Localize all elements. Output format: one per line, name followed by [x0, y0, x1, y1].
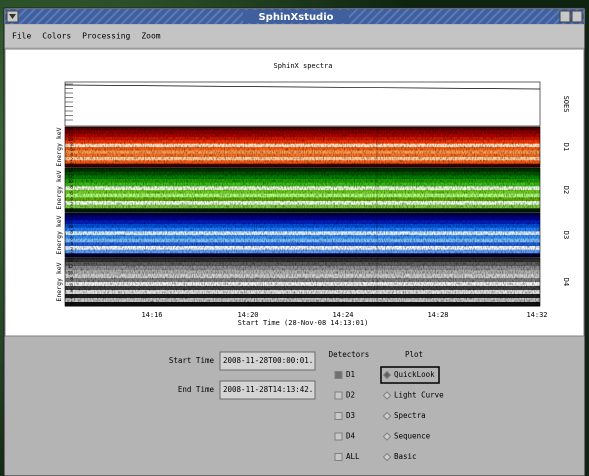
- checkbox[interactable]: [335, 433, 342, 440]
- minimize-button[interactable]: [560, 11, 570, 22]
- y-tick-label: 14: [68, 258, 74, 264]
- y-tick-label: 8: [70, 185, 73, 191]
- radio-label: Light Curve: [394, 391, 444, 400]
- spectrogram-noise: [65, 213, 540, 257]
- y-tick-label: 10: [68, 270, 74, 276]
- checkbox-label: ALL: [346, 452, 360, 461]
- y-tick-label: 6: [70, 190, 73, 196]
- plot-title: SphinX spectra: [273, 62, 332, 70]
- field-label: Start Time: [169, 356, 215, 365]
- checkbox[interactable]: [335, 392, 342, 399]
- menu-item[interactable]: Zoom: [141, 32, 160, 41]
- y-tick-label: 10: [68, 224, 74, 230]
- group-title: Detectors: [329, 350, 370, 359]
- checkbox-label: D1: [346, 370, 355, 379]
- x-axis-label: Start Time (28-Nov-08 14:13:01): [238, 319, 369, 327]
- y-tick-label: 4: [70, 241, 73, 247]
- y-tick-label: 0: [70, 301, 73, 307]
- checkbox-label: D3: [346, 411, 355, 420]
- y-tick-label: 6: [70, 283, 73, 289]
- checkbox-label: D2: [346, 391, 355, 400]
- panel-name: D3: [562, 231, 570, 239]
- y-axis-label: Energy keV: [55, 170, 63, 209]
- x-tick-label: 14:24: [332, 311, 353, 319]
- maximize-button[interactable]: [572, 11, 582, 22]
- y-tick-label: 14: [68, 213, 74, 219]
- screen: SphinXstudio File Colors Processing Zoom Sp…: [0, 0, 589, 476]
- y-tick-label: 6: [70, 235, 73, 241]
- y-tick-label: 12: [68, 264, 74, 270]
- menu-item[interactable]: Processing: [82, 32, 130, 41]
- y-axis-label: Energy keV: [55, 215, 63, 254]
- panel-name: D1: [562, 143, 570, 151]
- y-tick-label: 14: [68, 168, 74, 174]
- y-tick-label: 0: [70, 252, 73, 258]
- page: SphinXstudio File Colors Processing Zoom Sp…: [0, 0, 589, 476]
- spectrogram-noise: [65, 258, 540, 306]
- y-tick-label: 12: [68, 174, 74, 180]
- y-tick-label: 8: [70, 230, 73, 236]
- field-value: 2008-11-28T14:13:42.: [223, 385, 313, 394]
- checkbox[interactable]: [335, 454, 342, 461]
- y-tick-label: 4: [70, 289, 73, 295]
- x-tick-label: 14:20: [237, 311, 258, 319]
- radio-label: Basic: [394, 452, 417, 461]
- x-tick-label: 14:32: [526, 311, 547, 319]
- radio-label: Sequence: [394, 432, 431, 441]
- panel-name: D4: [562, 278, 570, 286]
- window-title: SphinXstudio: [258, 12, 333, 23]
- y-tick-label: 10: [68, 179, 74, 185]
- checkbox[interactable]: [335, 372, 342, 379]
- spectrogram-noise: [65, 127, 540, 167]
- y-tick-label: 8: [70, 276, 73, 282]
- field-value: 2008-11-28T00:00:01.: [223, 356, 313, 365]
- y-tick-label: 2: [70, 295, 73, 301]
- y-tick-label: 12: [68, 219, 74, 225]
- panel-name: D2: [562, 186, 570, 194]
- spectrogram-noise: [65, 168, 540, 212]
- radio-label: Spectra: [394, 411, 426, 420]
- y-tick-label: 2: [70, 201, 73, 207]
- y-tick-label: 0: [70, 162, 73, 168]
- y-tick-label: 0: [70, 207, 73, 213]
- x-tick-label: 14:16: [141, 311, 162, 319]
- y-tick-label: 2: [70, 246, 73, 252]
- panel-name: SOES: [562, 96, 570, 113]
- menu-item[interactable]: Colors: [42, 32, 71, 41]
- checkbox[interactable]: [335, 413, 342, 420]
- radio-label: QuickLook: [394, 370, 435, 379]
- checkbox-label: D4: [346, 432, 356, 441]
- group-title: Plot: [405, 350, 423, 359]
- menu-item[interactable]: File: [12, 32, 31, 41]
- y-axis-label: Energy keV: [55, 262, 63, 301]
- x-tick-label: 14:28: [427, 311, 448, 319]
- y-tick-label: 4: [70, 196, 73, 202]
- y-axis-label: Energy keV: [55, 127, 63, 166]
- field-label: End Time: [178, 385, 215, 394]
